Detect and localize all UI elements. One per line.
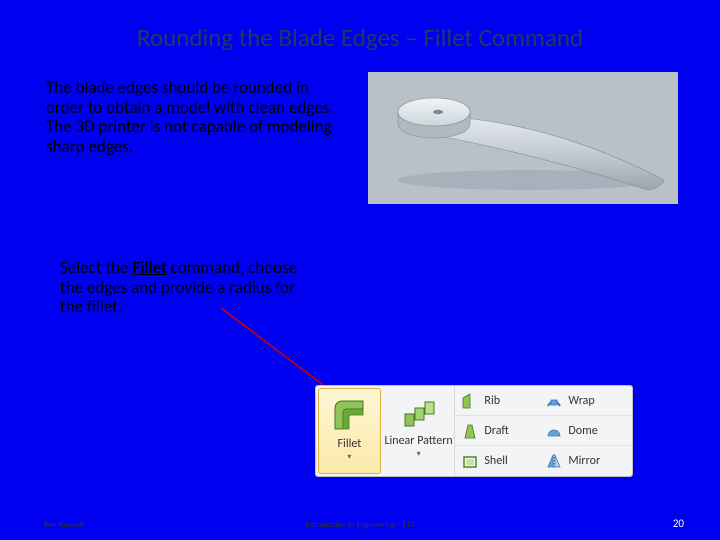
para2-pre: Select the xyxy=(60,257,132,278)
linear-pattern-icon xyxy=(397,390,441,434)
linear-pattern-button[interactable]: Linear Pattern ▾ xyxy=(383,386,456,476)
toolbar-small-buttons: Rib Wrap Draft Dome Shell xyxy=(455,386,632,476)
shell-button[interactable]: Shell xyxy=(461,452,539,470)
fillet-button[interactable]: Fillet ▾ xyxy=(318,388,381,474)
blade-model-icon xyxy=(368,72,678,204)
para2-bold: Fillet xyxy=(132,257,167,278)
slide-title: Rounding the Blade Edges – Fillet Comman… xyxy=(0,22,720,53)
wrap-icon xyxy=(545,392,563,410)
mirror-button[interactable]: Mirror xyxy=(545,452,600,470)
fillet-label: Fillet xyxy=(338,438,362,451)
fillet-icon xyxy=(327,393,371,437)
draft-icon xyxy=(461,422,479,440)
shell-icon xyxy=(461,452,479,470)
rib-icon xyxy=(461,392,479,410)
features-toolbar: Fillet ▾ Linear Pattern ▾ Rib Wrap xyxy=(315,385,633,477)
footer-page-number: 20 xyxy=(673,517,684,530)
cad-viewport xyxy=(368,72,678,204)
linear-pattern-label: Linear Pattern xyxy=(384,435,452,448)
dropdown-icon: ▾ xyxy=(417,449,421,459)
dome-button[interactable]: Dome xyxy=(545,422,597,440)
rib-button[interactable]: Rib xyxy=(461,392,539,410)
paragraph-2: Select the Fillet command, choose the ed… xyxy=(60,258,320,317)
wrap-button[interactable]: Wrap xyxy=(545,392,594,410)
mirror-icon xyxy=(545,452,563,470)
paragraph-1: The blade edges should be rounded in ord… xyxy=(46,78,348,156)
footer-course: Introduction to Engineering – E10 xyxy=(0,520,720,530)
dropdown-icon: ▾ xyxy=(347,452,351,462)
dome-icon xyxy=(545,422,563,440)
draft-button[interactable]: Draft xyxy=(461,422,539,440)
